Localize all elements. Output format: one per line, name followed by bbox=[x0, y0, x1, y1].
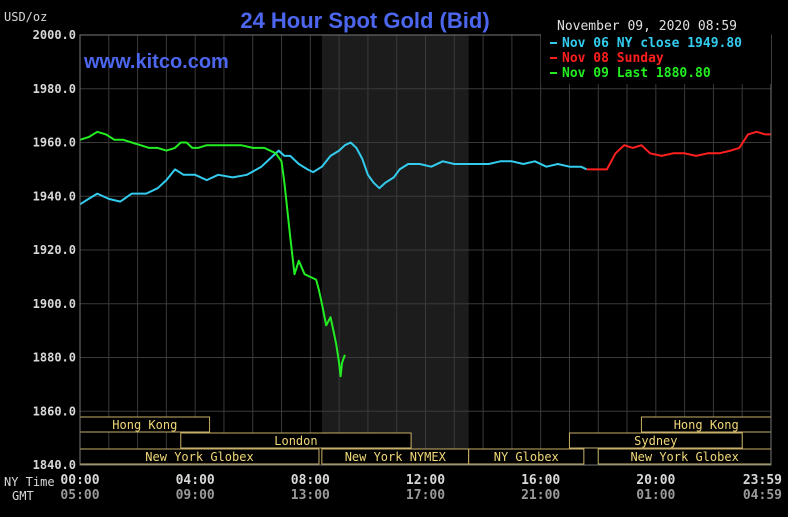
x-tick-label-gmt: 17:00 bbox=[406, 488, 445, 503]
session-label: Hong Kong bbox=[112, 418, 177, 432]
legend-entry: Nov 08 Sunday bbox=[562, 51, 664, 66]
session-ny-globex: NY Globex bbox=[468, 448, 585, 465]
price-series bbox=[79, 130, 771, 378]
session-label: Hong Kong bbox=[674, 418, 739, 432]
legend-box bbox=[541, 34, 771, 84]
session-hong-kong: Hong Kong bbox=[79, 416, 211, 433]
session-sydney: Sydney bbox=[568, 432, 743, 449]
y-tick-label: 1920.0 bbox=[33, 243, 76, 257]
x-tick-label-gmt: 09:00 bbox=[176, 488, 215, 503]
x-tick-label-gmt: 13:00 bbox=[291, 488, 330, 503]
session-label: NY Globex bbox=[494, 450, 559, 464]
session-hong-kong: Hong Kong bbox=[640, 416, 772, 433]
x-tick-label-ny: 23:59 bbox=[743, 473, 782, 488]
y-tick-label: 2000.0 bbox=[33, 28, 76, 42]
y-axis-ticks: 2000.0 1980.0 1960.0 1940.0 1920.0 1900.0 1880… bbox=[33, 28, 76, 472]
x-tick-label-ny: 12:00 bbox=[406, 473, 445, 488]
series-line-1 bbox=[79, 141, 588, 206]
y-tick-label: 1840.0 bbox=[33, 458, 76, 472]
unit-label: USD/oz bbox=[4, 10, 47, 24]
session-label: Sydney bbox=[634, 434, 677, 448]
y-tick-label: 1940.0 bbox=[33, 189, 76, 203]
x-row-label-gmt: GMT bbox=[12, 489, 34, 503]
timestamp: November 09, 2020 08:59 bbox=[557, 19, 737, 34]
plot-frame bbox=[79, 34, 772, 466]
session-label: London bbox=[274, 434, 317, 448]
legend-entry: Nov 06 NY close 1949.80 bbox=[562, 36, 742, 51]
session-box bbox=[468, 448, 585, 465]
x-row-label-ny: NY Time bbox=[4, 475, 55, 489]
grid-lines bbox=[80, 35, 771, 465]
session-box bbox=[180, 432, 412, 449]
session-new-york-globex: New York Globex bbox=[79, 448, 320, 465]
x-tick-label-gmt: 05:00 bbox=[60, 488, 99, 503]
x-tick-label-ny: 00:00 bbox=[60, 473, 99, 488]
session-new-york-globex: New York Globex bbox=[597, 448, 772, 465]
x-tick-label-ny: 16:00 bbox=[521, 473, 560, 488]
x-tick-label-gmt: 01:00 bbox=[636, 488, 675, 503]
x-tick-label-ny: 20:00 bbox=[636, 473, 675, 488]
x-tick-label-ny: 04:00 bbox=[176, 473, 215, 488]
x-tick-label-gmt: 04:59 bbox=[743, 488, 782, 503]
session-label: New York NYMEX bbox=[345, 450, 447, 464]
y-tick-label: 1980.0 bbox=[33, 82, 76, 96]
session-new-york-nymex: New York NYMEX bbox=[321, 448, 470, 465]
watermark: www.kitco.com bbox=[83, 51, 229, 73]
session-label: New York Globex bbox=[630, 450, 738, 464]
series-line-2 bbox=[586, 130, 771, 171]
trading-sessions: Hong Kong Hong Kong London Sydney New York G… bbox=[79, 416, 772, 465]
session-box bbox=[568, 432, 743, 449]
x-tick-label-gmt: 21:00 bbox=[521, 488, 560, 503]
series-line-3 bbox=[79, 130, 346, 378]
legend-entry: Nov 09 Last 1880.80 bbox=[562, 66, 711, 81]
y-tick-label: 1860.0 bbox=[33, 404, 76, 418]
session-label: New York Globex bbox=[145, 450, 253, 464]
session-london: London bbox=[180, 432, 412, 449]
y-tick-label: 1900.0 bbox=[33, 297, 76, 311]
chart-title: 24 Hour Spot Gold (Bid) bbox=[240, 8, 489, 33]
y-tick-label: 1880.0 bbox=[33, 351, 76, 365]
x-tick-label-ny: 08:00 bbox=[291, 473, 330, 488]
y-tick-label: 1960.0 bbox=[33, 136, 76, 150]
